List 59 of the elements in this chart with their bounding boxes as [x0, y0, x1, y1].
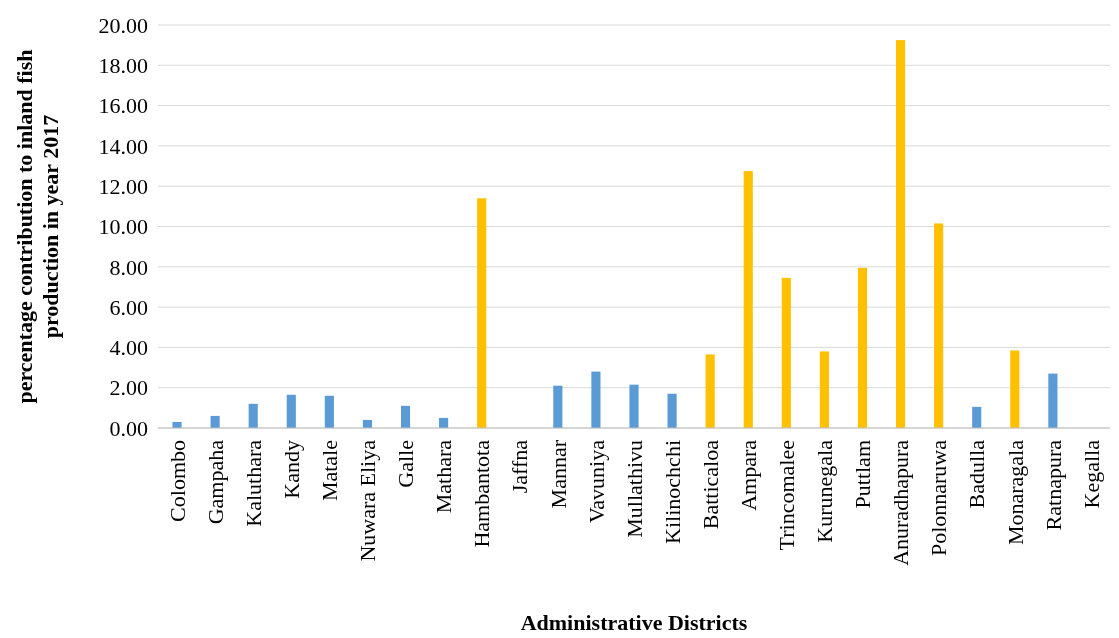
bar: [781, 277, 791, 428]
bar: [705, 354, 715, 428]
x-tick-label: Mannar: [545, 439, 571, 509]
bar: [324, 395, 334, 428]
y-tick-label: 4.00: [109, 335, 148, 361]
x-tick-label: Colombo: [164, 440, 190, 522]
bar: [667, 393, 677, 428]
y-tick-label: 0.00: [109, 415, 148, 441]
bar: [400, 405, 411, 428]
x-tick-label: Monaragala: [1002, 439, 1028, 546]
x-tick-label: Kilinochchi: [659, 440, 685, 544]
x-axis-title: Administrative Districts: [520, 610, 748, 635]
x-tick-label: Mathara: [431, 439, 457, 514]
x-tick-label: Gampaha: [202, 439, 228, 525]
bar: [934, 223, 944, 428]
x-tick-label: Kegalla: [1078, 439, 1104, 509]
y-tick-label: 18.00: [98, 53, 148, 78]
bar: [591, 371, 601, 428]
bar: [1010, 350, 1020, 428]
x-tick-label: Kurunegala: [812, 439, 838, 543]
bar: [172, 421, 182, 428]
bar: [210, 415, 220, 428]
bar: [553, 385, 563, 428]
bar: [857, 267, 868, 428]
x-tick-label: Badulla: [964, 439, 990, 509]
x-tick-label: Matale: [317, 440, 343, 502]
y-tick-label: 10.00: [98, 214, 148, 240]
x-tick-label: Nuwara Eliya: [355, 439, 381, 562]
bar: [1048, 373, 1058, 428]
bar: [895, 40, 906, 428]
y-tick-label: 6.00: [109, 294, 148, 320]
x-tick-label: Galle: [393, 440, 419, 488]
bar: [743, 171, 753, 428]
x-tick-label: Ratnapura: [1040, 439, 1066, 531]
x-tick-label: Trincomalee: [774, 440, 800, 551]
bar: [629, 384, 639, 428]
bar: [819, 351, 829, 428]
x-tick-label: Jaffna: [507, 439, 533, 494]
x-tick-label: Mullathivu: [621, 440, 647, 538]
bar: [972, 406, 982, 428]
x-tick-label: Vavuniya: [583, 439, 609, 524]
y-tick-label: 2.00: [109, 375, 148, 401]
x-tick-label: Puttlam: [850, 440, 876, 509]
y-tick-label: 8.00: [109, 254, 148, 280]
x-tick-label: Ampara: [735, 439, 761, 511]
y-tick-label: 16.00: [98, 93, 148, 119]
x-tick-label: Polonnaruwa: [926, 439, 952, 557]
bar: [477, 198, 487, 428]
x-tick-label: Anuradhapura: [888, 439, 914, 566]
y-tick-label: 12.00: [98, 173, 148, 199]
y-axis-title: percentage contribution to inland fish production in year 2017: [12, 49, 63, 404]
x-tick-label: Hambantota: [469, 439, 495, 548]
x-tick-label: Batticaloa: [697, 439, 723, 530]
bar: [248, 403, 258, 428]
y-tick-label: 14.00: [98, 133, 148, 159]
x-tick-label: Kaluthara: [240, 439, 266, 527]
bar: [286, 394, 296, 428]
y-tick-label: 20.00: [98, 12, 148, 38]
x-tick-label: Kandy: [278, 440, 304, 499]
